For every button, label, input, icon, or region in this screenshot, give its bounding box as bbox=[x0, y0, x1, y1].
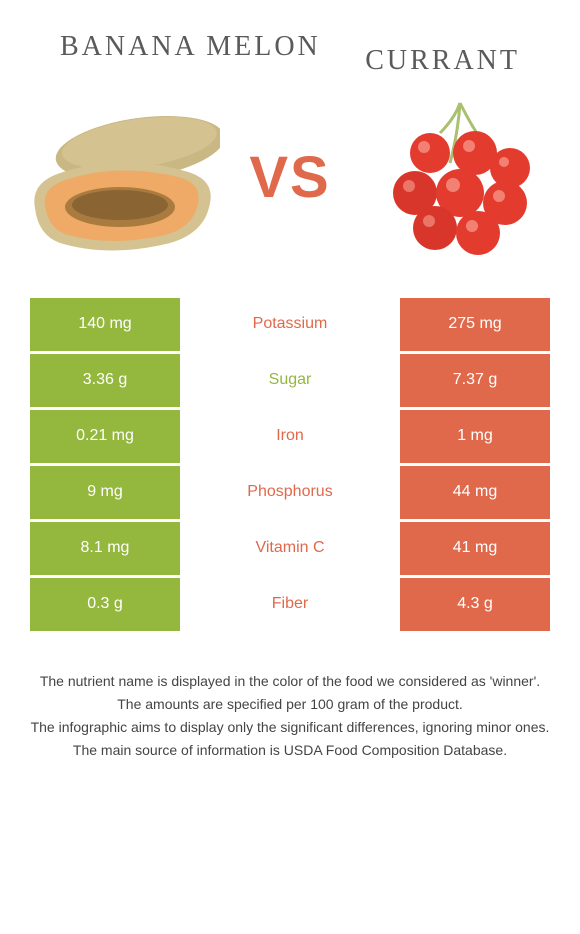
right-value: 41 mg bbox=[400, 522, 550, 575]
nutrient-label: Potassium bbox=[180, 298, 400, 351]
right-value: 275 mg bbox=[400, 298, 550, 351]
nutrient-label: Phosphorus bbox=[180, 466, 400, 519]
banana-melon-image bbox=[20, 93, 220, 263]
footer-line-4: The main source of information is USDA F… bbox=[20, 740, 560, 761]
left-value: 9 mg bbox=[30, 466, 180, 519]
table-row: 3.36 gSugar7.37 g bbox=[30, 354, 550, 407]
images-row: VS bbox=[0, 88, 580, 288]
footer-line-1: The nutrient name is displayed in the co… bbox=[20, 671, 560, 692]
table-row: 8.1 mgVitamin C41 mg bbox=[30, 522, 550, 575]
footer-notes: The nutrient name is displayed in the co… bbox=[0, 671, 580, 761]
vs-text: VS bbox=[249, 144, 330, 211]
table-row: 140 mgPotassium275 mg bbox=[30, 298, 550, 351]
left-value: 0.3 g bbox=[30, 578, 180, 631]
right-value: 1 mg bbox=[400, 410, 550, 463]
title-right: CURRANT bbox=[365, 44, 520, 78]
nutrient-label: Fiber bbox=[180, 578, 400, 631]
table-row: 9 mgPhosphorus44 mg bbox=[30, 466, 550, 519]
currant-image bbox=[360, 93, 560, 263]
left-value: 8.1 mg bbox=[30, 522, 180, 575]
header: BANANA MELON CURRANT bbox=[0, 0, 580, 88]
right-value: 44 mg bbox=[400, 466, 550, 519]
footer-line-3: The infographic aims to display only the… bbox=[20, 717, 560, 738]
footer-line-2: The amounts are specified per 100 gram o… bbox=[20, 694, 560, 715]
nutrient-label: Sugar bbox=[180, 354, 400, 407]
right-value: 7.37 g bbox=[400, 354, 550, 407]
table-row: 0.21 mgIron1 mg bbox=[30, 410, 550, 463]
table-row: 0.3 gFiber4.3 g bbox=[30, 578, 550, 631]
left-value: 0.21 mg bbox=[30, 410, 180, 463]
right-value: 4.3 g bbox=[400, 578, 550, 631]
nutrient-label: Vitamin C bbox=[180, 522, 400, 575]
left-value: 140 mg bbox=[30, 298, 180, 351]
nutrient-table: 140 mgPotassium275 mg3.36 gSugar7.37 g0.… bbox=[30, 298, 550, 631]
nutrient-label: Iron bbox=[180, 410, 400, 463]
left-value: 3.36 g bbox=[30, 354, 180, 407]
title-left: BANANA MELON bbox=[60, 30, 321, 64]
